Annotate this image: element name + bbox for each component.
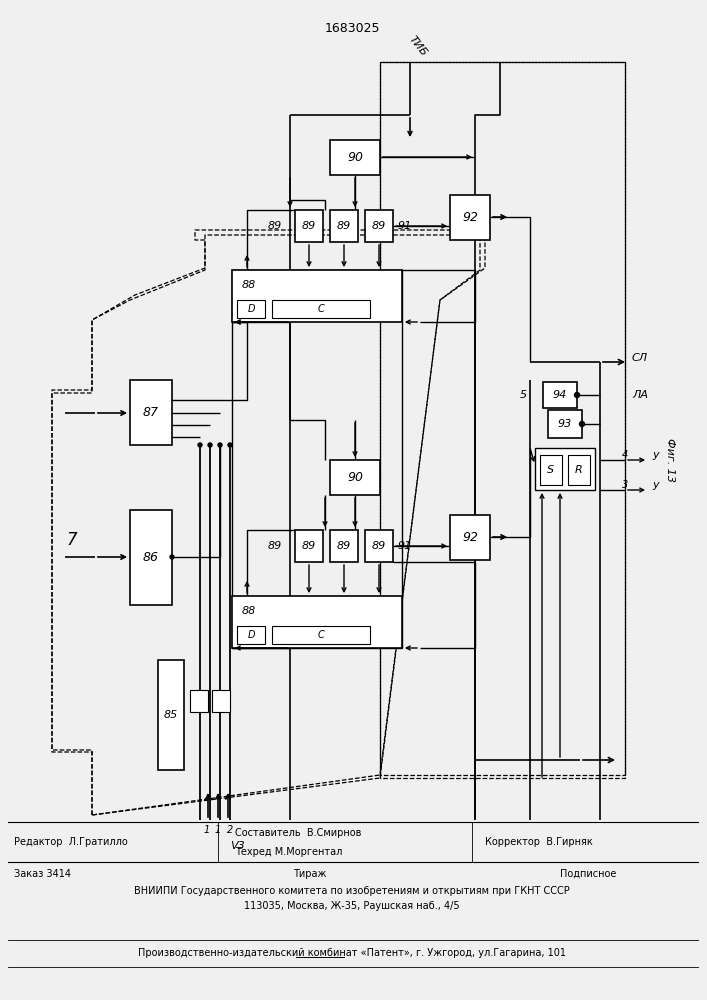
Bar	[540, 455, 562, 485]
Text: 86: 86	[143, 551, 159, 564]
Text: 4: 4	[622, 450, 629, 460]
Text: 88: 88	[242, 280, 256, 290]
Text: 89: 89	[337, 221, 351, 231]
Text: 87: 87	[143, 406, 159, 419]
Text: 91: 91	[398, 221, 412, 231]
Text: 2: 2	[227, 825, 233, 835]
Text: 93: 93	[558, 419, 572, 429]
Text: y: y	[652, 480, 659, 490]
Circle shape	[170, 555, 174, 559]
Bar	[295, 530, 323, 562]
Circle shape	[208, 443, 212, 447]
Text: 85: 85	[164, 710, 178, 720]
Text: y: y	[652, 450, 659, 460]
Bar	[568, 455, 590, 485]
Text: D: D	[247, 630, 255, 640]
Bar	[237, 300, 265, 318]
Bar	[295, 210, 323, 242]
Text: V3: V3	[230, 841, 245, 851]
Text: Производственно-издательский комбинат «Патент», г. Ужгород, ул.Гагарина, 101: Производственно-издательский комбинат «П…	[138, 948, 566, 958]
Text: 89: 89	[302, 541, 316, 551]
Text: 89: 89	[268, 221, 282, 231]
Text: 1: 1	[215, 825, 221, 835]
Text: 89: 89	[337, 541, 351, 551]
Text: Фиг. 13: Фиг. 13	[665, 438, 675, 482]
Text: 7: 7	[66, 531, 77, 549]
Bar	[130, 380, 172, 445]
Text: R: R	[575, 465, 583, 475]
Bar	[130, 510, 172, 605]
Text: Корректор  В.Гирняк: Корректор В.Гирняк	[485, 837, 592, 847]
Text: Тираж: Тираж	[293, 869, 327, 879]
Text: 89: 89	[372, 541, 386, 551]
Text: Заказ 3414: Заказ 3414	[14, 869, 71, 879]
Text: 5: 5	[520, 390, 527, 400]
Text: Техред М.Моргентал: Техред М.Моргентал	[235, 847, 342, 857]
Text: Редактор  Л.Гратилло: Редактор Л.Гратилло	[14, 837, 128, 847]
Text: 89: 89	[268, 541, 282, 551]
Circle shape	[580, 422, 585, 426]
Bar	[330, 210, 358, 242]
Bar	[450, 515, 490, 560]
Circle shape	[228, 443, 232, 447]
Text: 92: 92	[462, 531, 478, 544]
Text: 3: 3	[622, 480, 629, 490]
Circle shape	[575, 392, 580, 397]
Text: 88: 88	[242, 606, 256, 616]
Text: 91: 91	[398, 541, 412, 551]
Bar	[237, 626, 265, 644]
Bar	[232, 596, 402, 648]
Circle shape	[218, 443, 222, 447]
Text: 113035, Москва, Ж-35, Раушская наб., 4/5: 113035, Москва, Ж-35, Раушская наб., 4/5	[244, 901, 460, 911]
Text: ЛА: ЛА	[632, 390, 648, 400]
Bar	[548, 410, 582, 438]
Text: 1683025: 1683025	[325, 21, 380, 34]
Text: Подписное: Подписное	[560, 869, 617, 879]
Text: S: S	[547, 465, 554, 475]
Bar	[330, 140, 380, 175]
Text: 94: 94	[553, 390, 567, 400]
Bar	[212, 690, 230, 712]
Text: 1: 1	[204, 825, 210, 835]
Bar	[535, 448, 595, 490]
Text: 90: 90	[347, 151, 363, 164]
Text: D: D	[247, 304, 255, 314]
Bar	[272, 300, 370, 318]
Text: Составитель  В.Смирнов: Составитель В.Смирнов	[235, 828, 361, 838]
Text: ТИБ: ТИБ	[407, 34, 429, 58]
Text: 89: 89	[302, 221, 316, 231]
Bar	[365, 530, 393, 562]
Bar	[232, 270, 402, 322]
Text: СЛ: СЛ	[632, 353, 648, 363]
Bar	[450, 195, 490, 240]
Circle shape	[198, 443, 202, 447]
Bar	[330, 530, 358, 562]
Bar	[330, 460, 380, 495]
Bar	[158, 660, 184, 770]
Bar	[365, 210, 393, 242]
Text: 90: 90	[347, 471, 363, 484]
Text: C: C	[317, 630, 325, 640]
Text: C: C	[317, 304, 325, 314]
Bar	[272, 626, 370, 644]
Bar	[190, 690, 208, 712]
Text: 89: 89	[372, 221, 386, 231]
Text: 92: 92	[462, 211, 478, 224]
Bar	[543, 382, 577, 408]
Text: ВНИИПИ Государственного комитета по изобретениям и открытиям при ГКНТ СССР: ВНИИПИ Государственного комитета по изоб…	[134, 886, 570, 896]
